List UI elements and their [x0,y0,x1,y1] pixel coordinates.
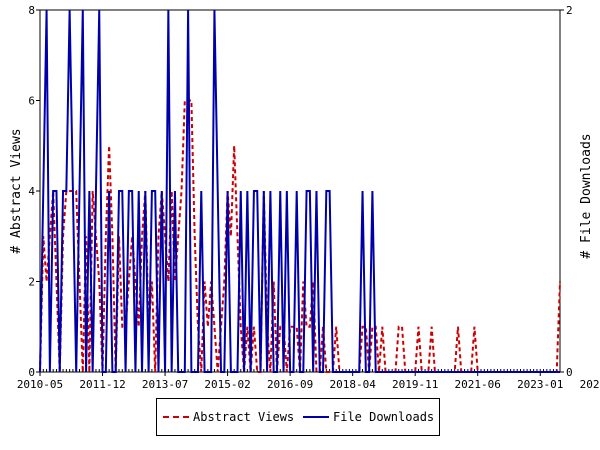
legend-swatch-file-downloads [303,416,329,418]
x-tick-label: 2016-09 [267,378,313,391]
x-tick-label: 2021-06 [455,378,501,391]
y-axis-right-title: # File Downloads [579,133,594,258]
x-tick-label: 2019-11 [392,378,438,391]
legend-label-file-downloads: File Downloads [333,410,435,424]
x-tick-label: 2013-07 [142,378,188,391]
x-tick-label: 2015-02 [204,378,250,391]
legend-label-abstract-views: Abstract Views [193,410,295,424]
y-axis-right: 02 [560,4,573,379]
legend-item-file-downloads: File Downloads [303,399,434,435]
legend-swatch-abstract-views [163,416,189,418]
x-tick-label: 2011-12 [79,378,125,391]
legend-item-abstract-views: Abstract Views [163,399,294,435]
y-axis-left-title: # Abstract Views [9,128,24,253]
x-tick-label: 2010-05 [17,378,63,391]
x-tick-label: 2023-01 [517,378,563,391]
legend: Abstract Views File Downloads [156,398,440,436]
x-axis: 2010-05 2011-12 2013-07 2015-02 2016-09 2018-… [17,369,600,391]
y-left-tick-label: 0 [28,366,35,379]
x-tick-label: 2018-04 [329,378,376,391]
y-left-tick-label: 2 [28,276,35,289]
series-layer [39,9,561,373]
y-axis-left: 0 2 4 6 8 [28,4,40,379]
y-left-tick-label: 8 [28,4,35,17]
y-right-tick-label: 2 [566,4,573,17]
y-left-tick-label: 4 [28,185,35,198]
series-line-file-downloads [39,9,560,373]
y-left-tick-label: 6 [28,95,35,108]
y-right-tick-label: 0 [566,366,573,379]
